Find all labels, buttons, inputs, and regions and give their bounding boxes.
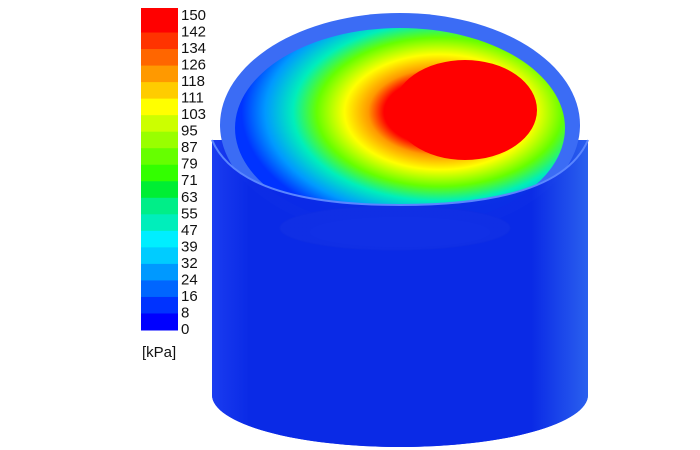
legend-label: 79	[181, 156, 198, 173]
legend-swatch	[141, 164, 178, 182]
hot-zone	[393, 60, 537, 160]
legend-swatch	[141, 65, 178, 83]
legend-swatch	[141, 181, 178, 199]
cylinder	[211, 13, 589, 447]
legend-swatch	[141, 131, 178, 149]
legend-swatch	[141, 313, 178, 331]
legend-label: 118	[181, 73, 205, 90]
legend-label: 63	[181, 189, 198, 206]
legend-swatch	[141, 98, 178, 116]
legend-label: 95	[181, 123, 198, 140]
legend-swatch	[141, 247, 178, 265]
legend-swatch	[141, 148, 178, 166]
legend-swatch	[141, 8, 178, 34]
legend-swatch	[141, 32, 178, 50]
legend-label: 32	[181, 255, 198, 272]
legend-label: 87	[181, 139, 198, 156]
legend-label: 24	[181, 271, 198, 288]
legend-label: 134	[181, 40, 206, 57]
legend-swatch	[141, 296, 178, 314]
front-rim	[211, 139, 589, 207]
color-legend: [kPa] 1501421341261181111039587797163554…	[141, 7, 206, 361]
front-wall	[212, 140, 588, 447]
legend-swatch	[141, 197, 178, 215]
legend-swatch	[141, 115, 178, 133]
legend-label: 55	[181, 205, 198, 222]
legend-swatch	[141, 263, 178, 281]
legend-swatch	[141, 214, 178, 232]
legend-label: 0	[181, 321, 189, 338]
legend-label: 47	[181, 222, 198, 239]
legend-swatch	[141, 230, 178, 248]
legend-label: 150	[181, 7, 206, 24]
legend-label: 8	[181, 304, 189, 321]
legend-label: 126	[181, 57, 206, 74]
legend-swatch	[141, 49, 178, 67]
legend-label: 103	[181, 106, 206, 123]
legend-label: 39	[181, 238, 198, 255]
legend-label: 142	[181, 23, 206, 40]
legend-swatch	[141, 280, 178, 298]
legend-unit: [kPa]	[142, 344, 176, 361]
legend-label: 111	[181, 90, 204, 107]
legend-swatch	[141, 82, 178, 100]
legend-label: 71	[181, 172, 198, 189]
legend-label: 16	[181, 288, 198, 305]
